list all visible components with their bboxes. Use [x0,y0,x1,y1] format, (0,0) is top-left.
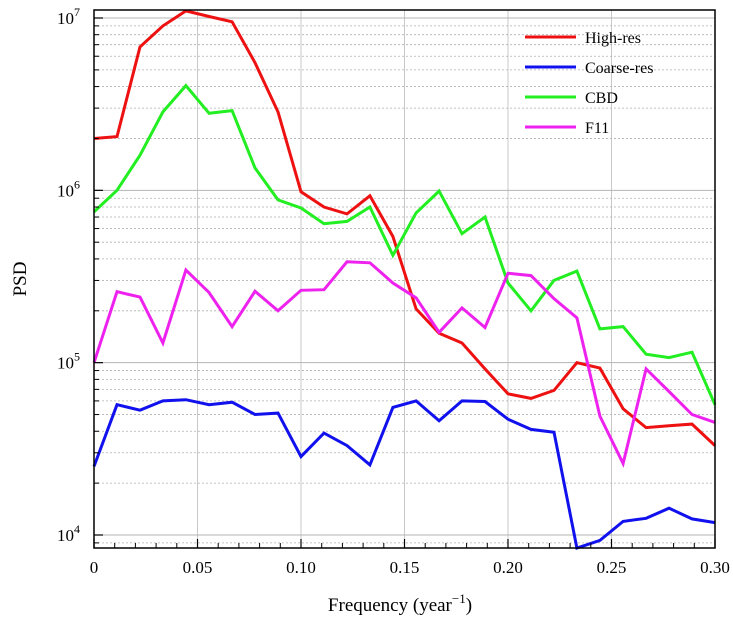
x-axis-title: Frequency (year−1) [328,591,472,616]
series-line-coarse-res [92,398,716,550]
x-tick-label: 0.30 [700,558,730,577]
legend-label-f11: F11 [585,120,609,137]
x-tick-label: 0.15 [390,558,420,577]
y-tick-label: 105 [57,350,80,373]
x-tick-label: 0 [90,558,99,577]
series-line-cbd [92,83,717,406]
series-line-high-res [93,9,717,447]
series-lines [92,9,717,550]
x-tick-label: 0.05 [183,558,213,577]
legend-label-coarse-res: Coarse-res [585,60,653,77]
axis-ticks: 0 0.05 0.10 0.15 0.20 0.25 0.30 104 105 106 107 [57,5,730,577]
y-tick-label: 104 [57,522,80,545]
x-tick-label: 0.20 [493,558,523,577]
x-tick-label: 0.10 [286,558,316,577]
y-tick-label: 106 [57,177,80,200]
legend-label-high-res: High-res [585,30,641,47]
y-axis-title: PSD [10,262,31,297]
legend: High-res Coarse-res CBD F11 [525,30,653,137]
y-tick-label: 107 [57,5,80,28]
series-line-f11 [92,260,716,468]
grid [94,10,715,548]
x-tick-label: 0.25 [597,558,627,577]
legend-label-cbd: CBD [585,90,618,107]
